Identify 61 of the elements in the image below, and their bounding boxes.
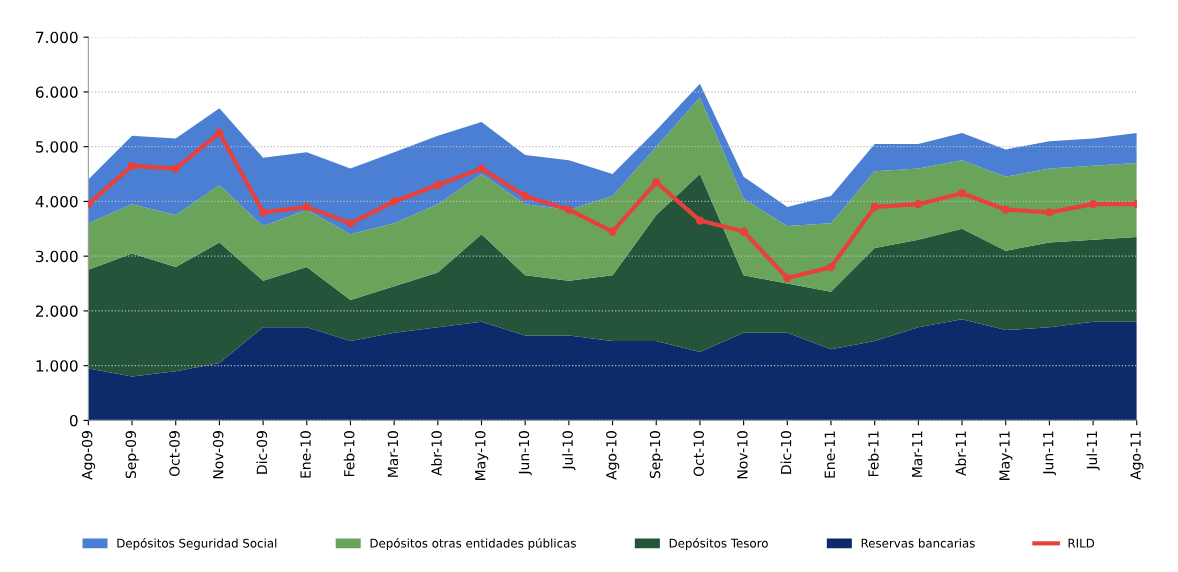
point <box>564 205 574 214</box>
x-tick-label: Jul-10 <box>562 431 576 471</box>
legend-label: RILD <box>1068 538 1095 548</box>
y-tick-label: 5.000 <box>36 141 78 153</box>
x-tick-label: Oct-09 <box>169 431 180 477</box>
point <box>258 208 268 217</box>
point <box>608 227 617 236</box>
x-tick-label: May-11 <box>999 431 1013 480</box>
y-tick-label: 0 <box>69 414 78 427</box>
x-tick-label: Abr-11 <box>955 431 967 476</box>
point <box>914 199 923 209</box>
point <box>521 191 530 201</box>
point <box>783 273 792 283</box>
y-tick-label: 3.000 <box>36 250 78 263</box>
y-tick-label: 7.000 <box>36 31 78 44</box>
y-tick-label: 1.000 <box>36 360 78 372</box>
point <box>1045 208 1054 217</box>
y-tick-label: 2.000 <box>36 305 78 317</box>
y-tick-label: 6.000 <box>35 86 78 98</box>
x-tick-label: Feb-10 <box>343 431 355 477</box>
x-tick-label: Dic-10 <box>780 431 792 474</box>
legend-label: Depósitos Tesoro <box>669 538 768 550</box>
legend-label: Reservas bancarias <box>861 538 975 548</box>
point <box>302 202 311 212</box>
x-tick-label: Ago-11 <box>1130 431 1144 480</box>
x-tick-label: Mar-11 <box>912 431 923 477</box>
x-tick-label: Dic-09 <box>256 431 268 474</box>
x-tick-label: Ago-09 <box>81 431 96 480</box>
point <box>433 180 442 190</box>
x-tick-label: Sep-09 <box>125 431 139 479</box>
x-tick-label: Nov-09 <box>212 431 224 479</box>
x-tick-label: Jun-10 <box>518 431 532 476</box>
point <box>127 161 137 171</box>
point <box>171 164 180 173</box>
x-tick-label: Mar-10 <box>387 431 399 477</box>
point <box>1088 199 1098 209</box>
point <box>477 164 486 173</box>
point <box>346 219 355 228</box>
x-tick-label: Feb-11 <box>867 431 879 477</box>
legend-label: Depósitos otras entidades públicas <box>370 538 576 550</box>
point <box>652 178 661 187</box>
x-tick-label: Nov-10 <box>737 431 748 479</box>
x-tick-label: May-10 <box>475 431 489 480</box>
point <box>957 189 967 198</box>
point <box>389 197 399 206</box>
x-tick-label: Jul-11 <box>1086 431 1100 471</box>
x-tick-label: Ene-11 <box>824 431 836 478</box>
x-tick-label: Ago-10 <box>606 431 620 480</box>
x-tick-label: Jun-11 <box>1043 431 1057 476</box>
x-tick-label: Ene-10 <box>300 431 311 478</box>
point <box>215 128 224 138</box>
legend-label: Depósitos Seguridad Social <box>117 538 277 550</box>
x-tick-label: Abr-10 <box>431 431 442 476</box>
point <box>870 202 879 212</box>
point <box>826 262 836 272</box>
point <box>1001 205 1010 214</box>
point <box>695 216 705 225</box>
x-tick-label: Oct-10 <box>693 431 704 477</box>
point <box>739 227 748 236</box>
x-tick-label: Sep-10 <box>649 431 663 479</box>
y-tick-label: 4.000 <box>35 195 78 208</box>
